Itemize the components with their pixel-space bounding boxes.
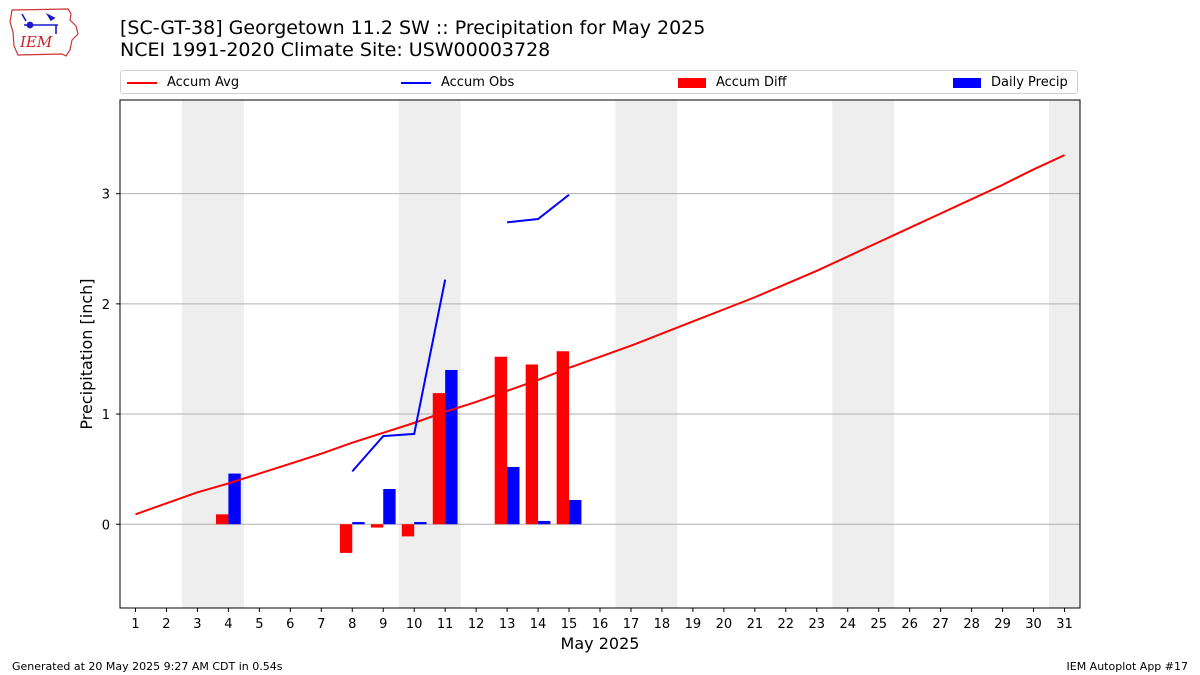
x-tick-label: 1 bbox=[131, 617, 139, 632]
x-tick-label: 9 bbox=[379, 617, 387, 632]
weekend-band bbox=[615, 100, 678, 608]
app-credit: IEM Autoplot App #17 bbox=[1066, 660, 1189, 673]
x-tick-label: 21 bbox=[747, 617, 764, 632]
legend-item-daily-precip: Daily Precip bbox=[953, 75, 1068, 90]
bar-daily-precip bbox=[352, 522, 365, 525]
legend-label-accum-obs: Accum Obs bbox=[441, 75, 515, 90]
y-axis-label: Precipitation [inch] bbox=[77, 278, 96, 429]
x-tick-label: 30 bbox=[1025, 617, 1042, 632]
gridlines bbox=[120, 193, 1080, 525]
x-axis-ticks: 1 2 3 4 5 6 7 8 9 10 11 12 13 14 15 16 17 18 19 20 21 22 23 24 2… bbox=[131, 608, 1073, 632]
chart-legend: Accum Avg Accum Obs Accum Diff Daily Pre… bbox=[120, 70, 1078, 94]
x-tick-label: 12 bbox=[468, 617, 485, 632]
line-accum-avg bbox=[135, 154, 1065, 516]
legend-item-accum-obs: Accum Obs bbox=[401, 75, 514, 90]
x-tick-label: 10 bbox=[406, 617, 423, 632]
line-accum-obs bbox=[506, 193, 570, 224]
legend-item-accum-avg: Accum Avg bbox=[127, 75, 239, 90]
x-tick-label: 13 bbox=[499, 617, 516, 632]
bar-accum-diff bbox=[494, 356, 508, 525]
x-tick-label: 27 bbox=[932, 617, 949, 632]
x-tick-label: 22 bbox=[778, 617, 795, 632]
legend-swatch-accum-diff bbox=[678, 77, 706, 88]
bar-accum-diff bbox=[339, 524, 353, 553]
bar-accum-diff bbox=[216, 514, 229, 525]
bar-daily-precip bbox=[228, 473, 241, 525]
weekend-band bbox=[832, 100, 895, 608]
x-tick-label: 2 bbox=[162, 617, 170, 632]
legend-swatch-accum-avg bbox=[127, 81, 157, 84]
x-tick-label: 17 bbox=[623, 617, 640, 632]
x-tick-label: 19 bbox=[685, 617, 702, 632]
plot-frame bbox=[119, 99, 1081, 609]
x-tick-label: 23 bbox=[809, 617, 826, 632]
weekend-shading bbox=[181, 100, 1080, 608]
x-tick-label: 11 bbox=[437, 617, 454, 632]
x-tick-label: 29 bbox=[994, 617, 1011, 632]
legend-label-accum-avg: Accum Avg bbox=[167, 75, 240, 90]
x-tick-label: 25 bbox=[870, 617, 887, 632]
legend-item-accum-diff: Accum Diff bbox=[678, 75, 787, 90]
weekend-band bbox=[1049, 100, 1080, 608]
iowa-outline bbox=[9, 8, 79, 57]
bar-accum-diff bbox=[432, 393, 446, 525]
title-line-2: NCEI 1991-2020 Climate Site: USW00003728 bbox=[120, 39, 551, 61]
x-tick-label: 5 bbox=[255, 617, 263, 632]
x-tick-label: 18 bbox=[654, 617, 671, 632]
legend-swatch-daily-precip bbox=[953, 77, 981, 88]
x-tick-label: 31 bbox=[1056, 617, 1073, 632]
x-tick-label: 4 bbox=[224, 617, 232, 632]
bar-accum-diff bbox=[556, 351, 570, 525]
bar-accum-diff bbox=[370, 524, 384, 528]
y-tick-label: 3 bbox=[102, 188, 110, 203]
legend-label-accum-diff: Accum Diff bbox=[716, 75, 787, 90]
weekend-band bbox=[181, 100, 244, 608]
weather-station-icon bbox=[21, 13, 58, 34]
x-axis-label: May 2025 bbox=[561, 634, 640, 653]
y-tick-label: 1 bbox=[102, 408, 110, 423]
title-line-1: [SC-GT-38] Georgetown 11.2 SW :: Precipi… bbox=[120, 17, 706, 39]
bar-accum-diff bbox=[525, 364, 539, 525]
x-tick-label: 28 bbox=[963, 617, 980, 632]
line-accum-obs bbox=[351, 279, 447, 473]
x-tick-label: 16 bbox=[592, 617, 609, 632]
chart-title: [SC-GT-38] Georgetown 11.2 SW :: Precipi… bbox=[120, 17, 705, 61]
bar-daily-precip bbox=[414, 522, 427, 525]
x-tick-label: 14 bbox=[530, 617, 547, 632]
x-tick-label: 7 bbox=[317, 617, 325, 632]
logo-text: IEM bbox=[19, 33, 53, 51]
bar-accum-diff bbox=[401, 524, 415, 537]
bar-daily-precip bbox=[507, 466, 520, 525]
bar-daily-precip bbox=[538, 520, 551, 525]
y-axis-ticks: 0 1 2 3 bbox=[102, 188, 120, 533]
y-tick-label: 0 bbox=[102, 518, 110, 533]
x-tick-label: 8 bbox=[348, 617, 356, 632]
legend-swatch-accum-obs bbox=[401, 81, 431, 84]
generated-timestamp: Generated at 20 May 2025 9:27 AM CDT in … bbox=[12, 660, 283, 673]
bar-daily-precip bbox=[569, 500, 582, 525]
x-tick-label: 24 bbox=[839, 617, 856, 632]
bar-daily-precip bbox=[445, 369, 458, 525]
bar-daily-precip bbox=[383, 488, 396, 525]
x-tick-label: 26 bbox=[901, 617, 918, 632]
lines bbox=[135, 154, 1065, 516]
x-tick-label: 3 bbox=[193, 617, 201, 632]
x-tick-label: 6 bbox=[286, 617, 294, 632]
iem-logo: IEM bbox=[9, 8, 79, 57]
x-tick-label: 15 bbox=[561, 617, 578, 632]
legend-label-daily-precip: Daily Precip bbox=[991, 75, 1068, 90]
x-tick-label: 20 bbox=[716, 617, 733, 632]
y-tick-label: 2 bbox=[102, 298, 110, 313]
